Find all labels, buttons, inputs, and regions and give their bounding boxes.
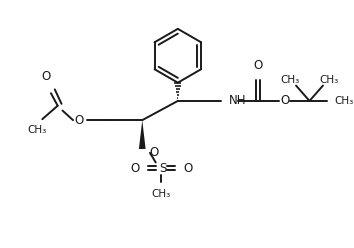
Text: CH₃: CH₃ <box>335 96 354 106</box>
Text: O: O <box>280 94 289 107</box>
Text: O: O <box>130 162 139 175</box>
Text: CH₃: CH₃ <box>281 75 300 85</box>
Text: CH₃: CH₃ <box>27 125 46 135</box>
Text: CH₃: CH₃ <box>319 75 338 85</box>
Text: O: O <box>253 59 262 72</box>
Text: S: S <box>160 162 167 175</box>
Text: O: O <box>184 162 193 175</box>
Text: NH: NH <box>229 94 246 107</box>
Text: O: O <box>41 70 51 83</box>
Polygon shape <box>139 120 145 149</box>
Text: O: O <box>149 146 158 159</box>
Text: CH₃: CH₃ <box>152 189 171 199</box>
Text: O: O <box>74 114 84 127</box>
